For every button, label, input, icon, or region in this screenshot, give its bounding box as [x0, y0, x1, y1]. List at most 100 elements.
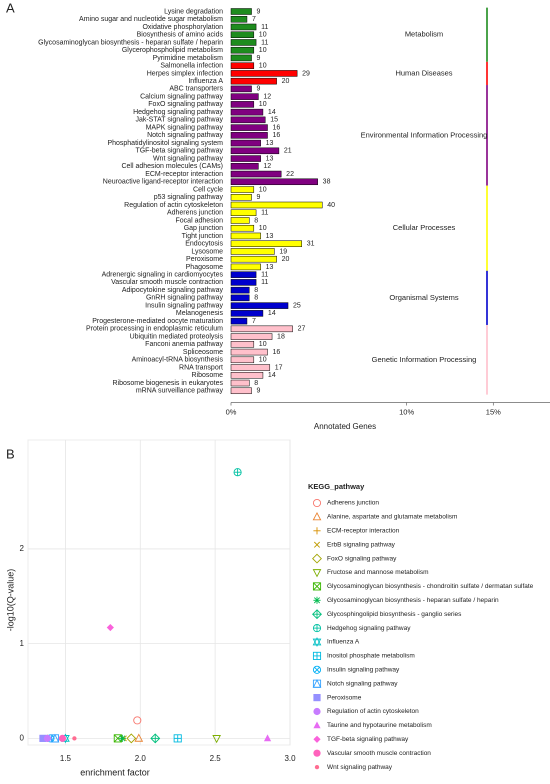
point [134, 733, 144, 742]
point [150, 733, 161, 744]
bar [230, 209, 257, 216]
bar [230, 186, 255, 193]
point [118, 734, 126, 742]
symbol-part [119, 735, 126, 742]
legend-symbol [313, 527, 321, 535]
value-label: 10 [259, 186, 267, 193]
point [72, 736, 77, 741]
legend-symbol [313, 735, 321, 743]
bar [230, 317, 248, 325]
value-label: 7 [252, 16, 256, 23]
category-label: Ribosome biogenesis in eukaryotes [112, 380, 223, 387]
point [58, 734, 67, 742]
bar [230, 46, 255, 54]
bar [230, 108, 264, 116]
legend-symbol [312, 679, 322, 688]
plot-area [27, 439, 291, 746]
y-tick-label: 0 [20, 733, 25, 742]
value-label: 12 [263, 93, 271, 100]
value-label: 12 [263, 163, 271, 170]
bar [230, 333, 273, 340]
symbol-part [212, 735, 221, 744]
bar [230, 255, 277, 263]
x-tick-label: 0% [226, 407, 237, 416]
symbol-part [312, 553, 322, 564]
symbol-part [312, 569, 322, 578]
value-label: 10 [259, 47, 267, 54]
bar [230, 77, 277, 85]
category-label: Phagosome [186, 264, 223, 271]
bar [230, 163, 259, 170]
value-label: 15 [270, 117, 278, 124]
point [126, 733, 137, 744]
symbol-part [133, 716, 142, 725]
value-label: 10 [259, 357, 267, 364]
category-label: Endocytosis [185, 241, 223, 248]
category-label: Pyrimidine metabolism [153, 55, 224, 62]
group-label: Environmental Information Processing [361, 130, 488, 139]
x-tick-label: 15% [486, 407, 501, 416]
legend-label: TGF-beta signaling pathway [327, 736, 409, 743]
legend-title: KEGG_pathway [308, 482, 365, 491]
bar [230, 201, 323, 209]
value-label: 11 [261, 210, 268, 217]
symbol-part [72, 736, 77, 741]
value-label: 13 [266, 233, 274, 240]
value-label: 9 [257, 194, 261, 201]
symbol-part [313, 749, 321, 757]
legend-label: Fructose and mannose metabolism [327, 569, 429, 576]
point [39, 734, 47, 742]
value-label: 20 [282, 78, 290, 85]
legend-symbol [313, 749, 321, 757]
bar [230, 31, 255, 38]
value-label: 10 [259, 225, 267, 232]
bar [230, 232, 261, 240]
value-label: 11 [261, 272, 268, 279]
bar [230, 271, 257, 278]
category-label: Tight junction [182, 233, 223, 240]
value-label: 13 [266, 264, 274, 271]
value-label: 11 [261, 279, 268, 286]
symbol-part [313, 597, 321, 604]
value-label: 17 [275, 364, 283, 371]
category-label: Adipocytokine signaling pathway [122, 287, 224, 294]
category-label: Glycerophospholipid metabolism [122, 47, 223, 54]
legend-symbol [313, 694, 321, 702]
point [133, 716, 142, 725]
value-label: 10 [259, 32, 267, 39]
bar [230, 325, 293, 333]
legend-label: Wnt signaling pathway [327, 764, 393, 771]
group-label: Human Diseases [395, 68, 452, 77]
category-label: Adrenergic signaling in cardiomyocytes [102, 272, 224, 279]
legend-label: Adherens junction [327, 500, 379, 507]
bar [230, 240, 302, 247]
bar [230, 194, 252, 201]
category-label: Melanogenesis [176, 310, 224, 317]
category-label: Peroxisome [186, 256, 223, 263]
symbol-part [312, 498, 322, 508]
symbol-part [50, 733, 60, 743]
bar [230, 139, 261, 147]
value-label: 31 [307, 241, 315, 248]
value-label: 9 [257, 86, 261, 93]
x-tick-label: 2.5 [210, 754, 222, 763]
symbol-part [313, 582, 321, 591]
symbol-part [313, 694, 321, 702]
value-label: 11 [261, 39, 268, 46]
category-label: Salmonella infection [160, 63, 223, 70]
symbol-part [312, 511, 322, 521]
value-label: 40 [327, 202, 335, 209]
point [233, 468, 242, 477]
symbol-part [313, 707, 321, 716]
legend-symbol [313, 721, 321, 729]
category-label: Cell cycle [193, 186, 223, 193]
value-label: 19 [279, 248, 287, 255]
point [212, 735, 221, 744]
legend-symbol [312, 624, 322, 633]
y-axis-title: -log10(Q-value) [5, 569, 15, 632]
value-label: 9 [257, 8, 261, 15]
bar [230, 54, 252, 62]
legend-symbol [312, 553, 322, 564]
panel-label: B [6, 446, 15, 461]
